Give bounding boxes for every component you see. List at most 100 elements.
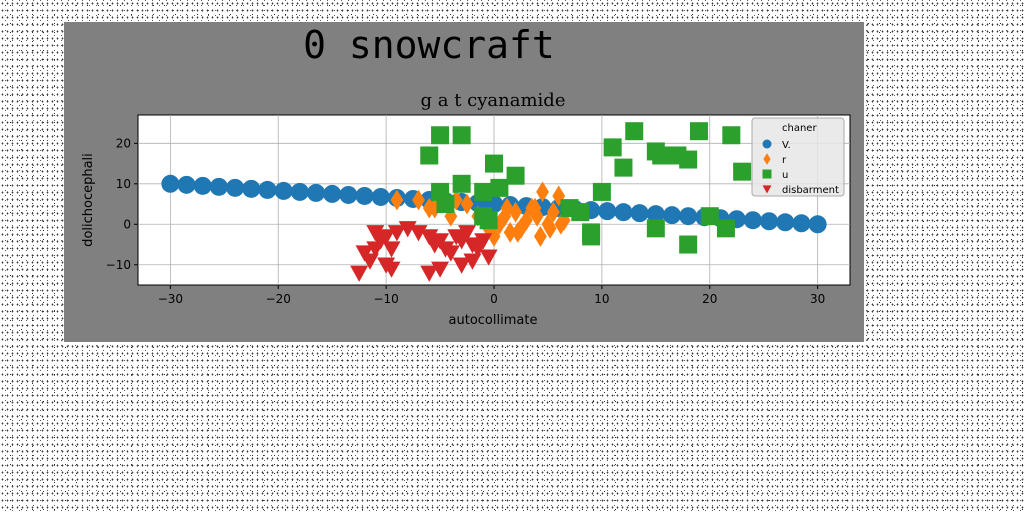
data-point: [339, 185, 358, 204]
legend-label: V.: [782, 140, 791, 151]
data-point: [582, 223, 601, 242]
data-point: [479, 211, 498, 230]
data-point: [546, 201, 560, 223]
x-tick-label: 10: [594, 292, 609, 306]
data-point: [536, 181, 549, 203]
data-point: [625, 122, 644, 141]
data-point: [506, 166, 525, 185]
legend-title: chaner: [782, 123, 817, 134]
data-point: [290, 182, 309, 201]
data-point: [420, 265, 439, 282]
x-tick-label: 30: [810, 292, 825, 306]
data-point: [603, 138, 622, 157]
data-point: [226, 178, 245, 197]
data-marks: [161, 122, 827, 282]
data-point: [511, 221, 525, 243]
data-point: [808, 215, 827, 234]
data-point: [519, 209, 533, 231]
data-point: [422, 197, 436, 219]
legend-marker: [762, 139, 772, 149]
y-tick-label: 10: [116, 177, 131, 191]
data-point: [743, 211, 762, 230]
data-point: [679, 235, 698, 254]
data-point: [592, 182, 611, 201]
data-point: [360, 253, 379, 270]
data-point: [474, 182, 493, 201]
data-point: [598, 202, 617, 221]
legend-marker: [763, 153, 771, 165]
data-point: [679, 150, 698, 169]
data-point: [543, 217, 557, 239]
y-axis-label: dolichocephali: [81, 153, 96, 247]
legend-marker: [762, 185, 772, 194]
legend-label: disbarment: [782, 185, 839, 196]
data-point: [528, 197, 542, 219]
data-point: [689, 122, 708, 141]
data-point: [193, 176, 212, 195]
data-point: [554, 213, 568, 235]
data-point: [700, 207, 719, 226]
data-point: [382, 261, 401, 278]
data-point: [431, 126, 450, 145]
axis-ticks: −30 −20 −10 0 10 20 30 −10 0 10 20: [106, 136, 826, 306]
data-point: [503, 221, 517, 243]
data-point: [463, 253, 482, 270]
data-point: [436, 195, 455, 214]
data-point: [390, 189, 404, 211]
data-point: [533, 226, 547, 247]
data-point: [323, 184, 342, 203]
data-point: [161, 174, 180, 193]
data-point: [487, 226, 501, 247]
data-point: [449, 189, 463, 211]
data-point: [571, 203, 590, 222]
data-point: [485, 154, 503, 173]
series-3: [420, 122, 752, 254]
data-point: [382, 241, 401, 258]
data-point: [646, 219, 665, 238]
data-point: [679, 207, 698, 226]
chart-title: g a t cyanamide: [421, 90, 566, 111]
data-point: [452, 126, 471, 145]
legend: chaner V. ru disbarment: [751, 117, 845, 197]
data-point: [776, 213, 795, 232]
x-tick-label: 20: [702, 292, 717, 306]
data-point: [274, 181, 293, 200]
data-point: [355, 186, 374, 205]
data-point: [500, 197, 514, 219]
legend-marker: [762, 169, 772, 179]
data-point: [630, 204, 649, 223]
data-point: [452, 174, 471, 193]
data-point: [377, 229, 396, 246]
x-tick-label: 0: [490, 292, 498, 306]
data-point: [258, 180, 277, 199]
data-point: [177, 175, 196, 194]
y-tick-label: −10: [106, 258, 131, 272]
data-point: [307, 183, 325, 202]
data-point: [242, 179, 261, 198]
legend-box: [751, 117, 845, 197]
data-point: [452, 257, 471, 274]
x-tick-label: −10: [373, 292, 398, 306]
data-point: [652, 146, 671, 165]
data-point: [458, 225, 477, 242]
data-point: [479, 249, 498, 266]
data-point: [420, 146, 439, 165]
legend-label: u: [782, 170, 788, 181]
data-point: [733, 162, 752, 181]
data-point: [614, 158, 633, 177]
data-point: [431, 261, 450, 278]
data-point: [371, 187, 390, 206]
data-point: [722, 126, 741, 145]
data-point: [350, 265, 369, 282]
legend-label: r: [782, 155, 787, 166]
x-axis-label: autocollimate: [449, 313, 538, 328]
y-tick-label: 20: [116, 136, 131, 150]
data-point: [614, 203, 633, 222]
data-point: [460, 193, 474, 215]
data-point: [716, 219, 735, 238]
data-point: [412, 189, 425, 211]
data-point: [760, 212, 779, 231]
data-point: [441, 245, 460, 262]
data-point: [474, 233, 493, 250]
